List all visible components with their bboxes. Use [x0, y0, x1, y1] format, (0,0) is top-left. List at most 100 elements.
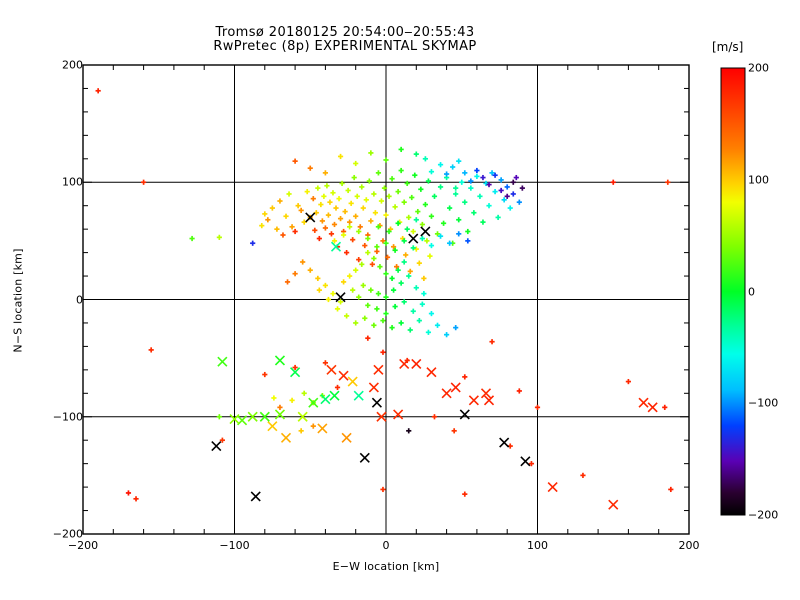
marker-plus: [406, 214, 412, 221]
marker-plus: [398, 320, 404, 326]
marker-plus: [389, 176, 395, 182]
marker-plus: [359, 261, 365, 267]
marker-plus: [424, 238, 430, 244]
marker-plus: [353, 160, 359, 167]
marker-cross: [483, 395, 495, 406]
marker-plus: [330, 190, 336, 196]
colorbar-tick-label: −100: [748, 396, 779, 410]
marker-plus: [507, 205, 513, 211]
marker-cross: [259, 411, 270, 422]
marker-plus: [480, 174, 486, 181]
marker-plus: [189, 235, 195, 242]
marker-plus: [277, 404, 283, 410]
marker-cross: [341, 432, 352, 443]
colorbar-unit-label: [m/s]: [712, 40, 744, 54]
marker-plus: [344, 250, 350, 256]
marker-plus: [250, 240, 256, 246]
marker-plus: [516, 199, 522, 205]
marker-plus: [498, 177, 504, 183]
marker-plus: [307, 165, 313, 171]
marker-plus: [328, 231, 335, 237]
marker-plus: [259, 223, 265, 229]
plot-title: Tromsø 20180125 20:54:00‒20:55:43 RwPret…: [0, 26, 690, 54]
marker-plus: [301, 219, 307, 225]
marker-plus: [366, 178, 372, 184]
marker-plus: [334, 384, 341, 391]
marker-cross: [468, 395, 479, 406]
marker-cross: [335, 292, 346, 303]
marker-plus: [392, 247, 398, 253]
marker-cross: [305, 212, 316, 223]
marker-plus: [274, 226, 280, 232]
marker-plus: [283, 213, 289, 219]
marker-plus: [353, 320, 359, 326]
marker-cross: [499, 437, 510, 448]
marker-plus: [389, 325, 395, 331]
marker-plus: [407, 268, 413, 274]
y-tick-label: 100: [62, 175, 83, 189]
marker-plus: [340, 279, 347, 285]
marker-plus: [492, 189, 498, 195]
series-plus: [95, 88, 674, 502]
y-tick-label: 200: [62, 58, 83, 72]
marker-plus: [380, 486, 386, 493]
marker-plus: [406, 273, 412, 279]
marker-plus: [459, 179, 465, 185]
x-tick-label: −100: [219, 539, 250, 552]
marker-plus: [425, 178, 432, 184]
marker-plus: [456, 217, 462, 223]
marker-plus: [312, 227, 318, 233]
marker-plus: [313, 210, 319, 216]
series-cross: [211, 212, 658, 510]
marker-cross: [647, 402, 658, 413]
marker-plus: [418, 186, 424, 192]
marker-plus: [356, 257, 362, 263]
marker-cross: [420, 226, 431, 237]
marker-plus: [380, 349, 386, 355]
marker-plus: [451, 428, 457, 434]
marker-cross: [211, 440, 222, 452]
marker-plus: [368, 218, 374, 224]
x-axis-label: E−W location [km]: [332, 560, 440, 573]
marker-plus: [331, 221, 338, 228]
marker-plus: [336, 196, 342, 202]
marker-plus: [365, 235, 371, 242]
marker-cross: [547, 482, 558, 493]
y-tick-label: 0: [76, 293, 83, 306]
marker-plus: [413, 217, 419, 223]
marker-plus: [350, 287, 356, 293]
marker-plus: [322, 225, 328, 231]
marker-plus: [300, 259, 306, 265]
marker-plus: [465, 238, 471, 244]
marker-plus: [413, 151, 419, 157]
marker-plus: [398, 167, 404, 174]
marker-plus: [486, 181, 492, 188]
colorbar-frame: [720, 67, 746, 516]
marker-plus: [383, 271, 389, 277]
marker-plus: [356, 294, 362, 300]
marker-plus: [534, 404, 541, 410]
marker-plus: [413, 246, 419, 252]
marker-plus: [395, 189, 401, 195]
marker-plus: [347, 273, 353, 279]
marker-plus: [381, 185, 388, 191]
marker-plus: [501, 197, 507, 203]
marker-plus: [428, 213, 435, 219]
marker-cross: [373, 364, 384, 375]
marker-plus: [269, 205, 275, 211]
marker-cross: [308, 397, 319, 408]
y-tick-label: −200: [52, 527, 83, 541]
marker-plus: [504, 184, 510, 190]
marker-plus: [318, 201, 324, 208]
marker-plus: [315, 275, 321, 281]
marker-plus: [392, 303, 398, 310]
x-tick-label: 200: [678, 539, 700, 552]
marker-plus: [365, 335, 371, 341]
marker-plus: [447, 240, 453, 246]
marker-cross: [359, 452, 370, 463]
marker-plus: [401, 238, 407, 244]
marker-plus: [327, 199, 333, 205]
marker-plus: [340, 232, 347, 238]
marker-plus: [265, 217, 271, 223]
marker-plus: [389, 275, 395, 281]
